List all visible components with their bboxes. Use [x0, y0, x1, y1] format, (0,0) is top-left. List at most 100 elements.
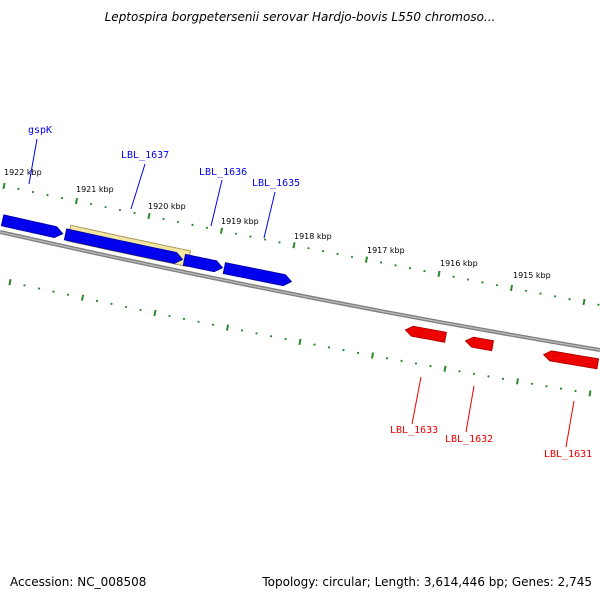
major-tick	[80, 294, 85, 301]
leader-line	[130, 163, 146, 210]
gene-label[interactable]: LBL_1632	[445, 434, 493, 445]
minor-tick	[487, 375, 490, 378]
gene-label[interactable]: LBL_1637	[121, 150, 169, 161]
scale-label: 1916 kbp	[440, 259, 478, 268]
minor-tick	[168, 314, 171, 317]
gene-lbl-1637-arrow[interactable]	[63, 228, 184, 264]
major-tick	[437, 270, 441, 278]
minor-tick	[568, 298, 571, 301]
minor-tick	[17, 187, 20, 191]
major-tick	[8, 279, 12, 286]
minor-tick	[182, 317, 186, 320]
minor-tick	[307, 247, 310, 250]
minor-tick	[240, 329, 244, 332]
minor-tick	[52, 290, 55, 293]
gene-lbl-1631-arrow[interactable]	[542, 350, 600, 370]
minor-tick	[458, 370, 461, 373]
major-tick	[147, 212, 151, 220]
leader-line	[28, 138, 38, 185]
backbone	[0, 230, 600, 352]
minor-tick	[110, 302, 113, 305]
minor-tick	[452, 275, 455, 278]
minor-tick	[263, 238, 267, 241]
minor-tick	[46, 193, 49, 197]
scale-labels: 1922 kbp 1921 kbp 1920 kbp 1919 kbp 1918 kbp…	[4, 168, 551, 280]
outer-tick-track	[8, 279, 592, 397]
major-tick	[509, 284, 514, 292]
minor-tick	[162, 217, 165, 221]
major-tick	[443, 365, 447, 372]
minor-tick	[104, 205, 107, 209]
minor-tick	[197, 320, 200, 323]
backbone-highlight	[0, 231, 600, 351]
minor-tick	[255, 332, 258, 335]
major-tick	[2, 182, 6, 189]
genome-summary-text: Topology: circular; Length: 3,614,446 bp…	[262, 575, 592, 589]
minor-tick	[37, 287, 41, 290]
minor-tick	[269, 335, 273, 338]
map-title: Leptospira borgpetersenii serovar Hardjo…	[104, 10, 496, 24]
accession-text: Accession: NC_008508	[10, 575, 147, 589]
gene-lbl-1636-arrow[interactable]	[182, 253, 224, 273]
minor-tick	[133, 211, 136, 215]
minor-tick	[481, 281, 484, 284]
minor-tick	[597, 303, 600, 306]
minor-tick	[284, 337, 287, 341]
major-tick	[582, 298, 586, 306]
minor-tick	[400, 359, 403, 362]
minor-tick	[321, 249, 325, 253]
leader-line	[411, 376, 422, 425]
gene-label[interactable]: LBL_1633	[390, 425, 438, 436]
minor-tick	[278, 241, 281, 244]
major-tick	[516, 378, 519, 385]
minor-tick	[414, 362, 418, 365]
minor-tick	[60, 196, 64, 200]
gene-lbl-1632-arrow[interactable]	[464, 336, 495, 352]
scale-label: 1915 kbp	[513, 271, 551, 280]
major-tick	[225, 324, 230, 331]
leader-line	[465, 385, 475, 433]
minor-tick	[429, 365, 432, 368]
minor-tick	[191, 223, 194, 226]
forward-gene-track	[0, 214, 293, 287]
major-tick	[370, 352, 375, 359]
minor-tick	[234, 232, 238, 235]
inner-tick-track	[2, 182, 600, 306]
minor-tick	[89, 202, 93, 206]
scale-label: 1919 kbp	[221, 217, 259, 226]
gene-label[interactable]: LBL_1635	[252, 178, 300, 189]
minor-tick	[423, 269, 426, 273]
leader-line	[210, 179, 223, 227]
minor-tick	[336, 252, 339, 256]
gene-lbl-1635-arrow[interactable]	[222, 262, 293, 287]
major-tick	[292, 242, 296, 249]
gene-gspk-arrow[interactable]	[0, 214, 64, 239]
minor-tick	[379, 261, 383, 264]
minor-tick	[545, 385, 548, 388]
minor-tick	[530, 382, 534, 385]
minor-tick	[466, 278, 470, 281]
minor-tick	[176, 220, 180, 224]
minor-tick	[472, 372, 476, 375]
minor-tick	[539, 292, 542, 295]
minor-tick	[559, 387, 563, 390]
scale-label: 1921 kbp	[76, 185, 114, 194]
major-tick	[153, 309, 157, 317]
scale-label: 1920 kbp	[148, 202, 186, 211]
minor-tick	[342, 349, 345, 352]
gene-lbl-1633-arrow[interactable]	[404, 325, 447, 343]
minor-tick	[408, 267, 412, 270]
minor-tick	[23, 284, 26, 287]
gene-label[interactable]: gspK	[28, 125, 52, 136]
gene-label[interactable]: LBL_1631	[544, 449, 592, 460]
minor-tick	[118, 208, 122, 212]
chromosome-backbone	[0, 230, 600, 352]
minor-tick	[385, 357, 389, 360]
gene-labels: gspK LBL_1637 LBL_1636 LBL_1635 LBL_1633 LBL_…	[28, 125, 592, 460]
gene-label[interactable]: LBL_1636	[199, 167, 247, 178]
major-tick	[588, 390, 592, 397]
minor-tick	[124, 305, 128, 309]
minor-tick	[313, 343, 316, 346]
minor-tick	[501, 377, 505, 380]
